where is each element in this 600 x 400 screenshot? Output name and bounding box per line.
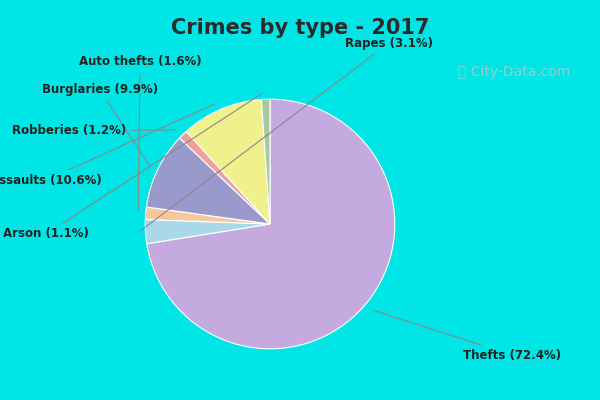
Text: Arson (1.1%): Arson (1.1%) [3,93,262,240]
Text: Crimes by type - 2017: Crimes by type - 2017 [171,18,429,38]
Text: Thefts (72.4%): Thefts (72.4%) [374,310,562,362]
Text: Assaults (10.6%): Assaults (10.6%) [0,104,215,187]
Wedge shape [262,99,270,224]
Text: Auto thefts (1.6%): Auto thefts (1.6%) [79,55,202,210]
Wedge shape [147,99,395,349]
Wedge shape [179,132,270,224]
Text: Robberies (1.2%): Robberies (1.2%) [12,124,174,137]
Text: Rapes (3.1%): Rapes (3.1%) [140,36,433,231]
Text: ⓘ City-Data.com: ⓘ City-Data.com [458,65,570,79]
Text: Burglaries (9.9%): Burglaries (9.9%) [41,83,158,165]
Wedge shape [145,220,270,244]
Wedge shape [145,207,270,224]
Wedge shape [186,100,270,224]
Wedge shape [146,138,270,224]
